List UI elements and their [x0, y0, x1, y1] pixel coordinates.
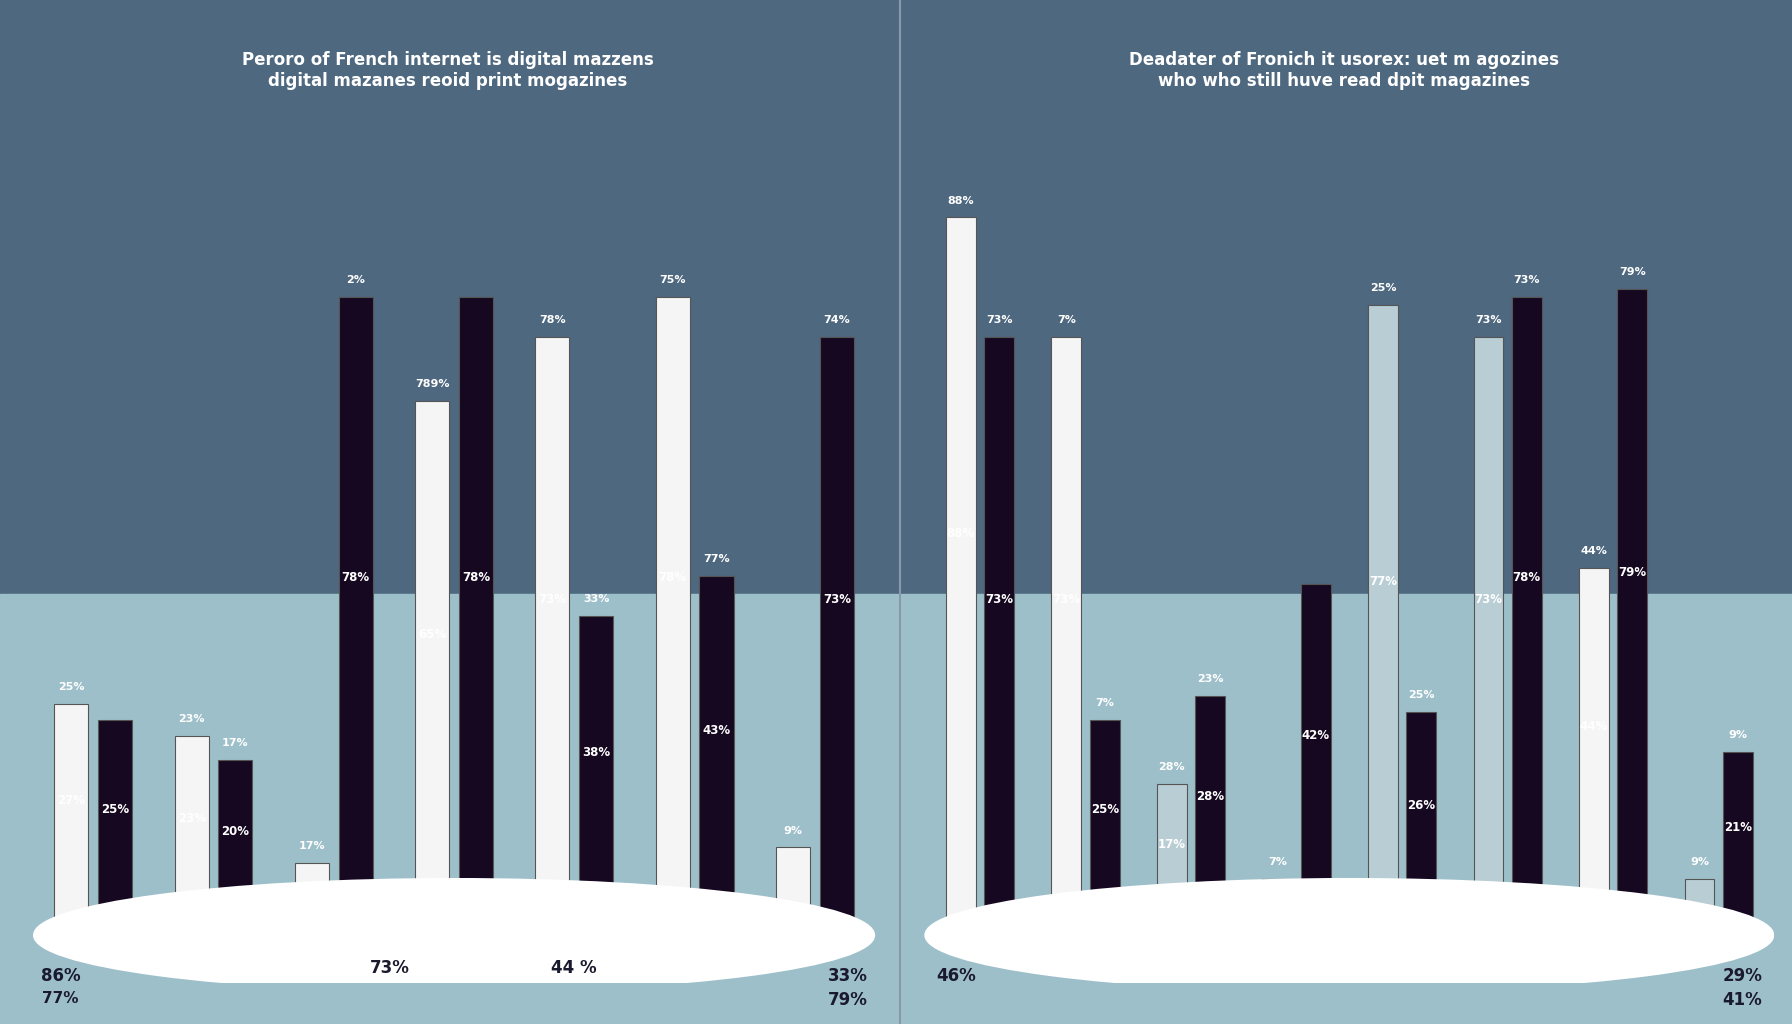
Bar — [1301, 585, 1331, 920]
Text: 21%: 21% — [1724, 820, 1753, 834]
Text: 78%: 78% — [1512, 570, 1541, 584]
Bar — [656, 297, 690, 920]
Text: 9%: 9% — [1690, 857, 1710, 867]
Text: 73%: 73% — [538, 593, 566, 605]
Text: 73%: 73% — [371, 959, 410, 977]
Text: 43%: 43% — [702, 724, 731, 737]
Text: 23%: 23% — [179, 714, 204, 724]
Text: 73%: 73% — [986, 593, 1012, 605]
Text: 73%: 73% — [1514, 275, 1539, 286]
Bar — [339, 297, 373, 920]
Bar — [984, 337, 1014, 920]
Bar — [174, 736, 208, 920]
Text: 7%: 7% — [1269, 857, 1287, 867]
Text: 44%: 44% — [1581, 720, 1607, 733]
Text: 73%: 73% — [1052, 593, 1081, 605]
Bar — [819, 337, 853, 920]
Text: 2%: 2% — [346, 275, 366, 286]
Bar — [579, 616, 613, 920]
Text: 25%: 25% — [100, 803, 129, 816]
Text: 46%: 46% — [937, 967, 977, 985]
Bar — [54, 703, 88, 920]
Bar — [1579, 568, 1609, 920]
Bar — [99, 720, 133, 920]
Text: Deadater of Fronich it usorex: uet m agozines
who who still huve read dpit magaz: Deadater of Fronich it usorex: uet m ago… — [1129, 51, 1559, 90]
Text: 29%: 29% — [1722, 967, 1762, 985]
Text: 27%: 27% — [57, 795, 86, 807]
Text: 38%: 38% — [582, 746, 611, 759]
Bar — [946, 217, 975, 920]
Text: 77%: 77% — [1369, 575, 1398, 588]
Text: 7%: 7% — [1095, 698, 1115, 708]
Text: 86%: 86% — [41, 967, 81, 985]
Text: 17%: 17% — [299, 842, 324, 852]
Text: 42%: 42% — [1301, 728, 1330, 741]
Bar — [536, 337, 570, 920]
Text: 79%: 79% — [1618, 566, 1647, 580]
Text: 25%: 25% — [1369, 284, 1396, 293]
Text: 77%: 77% — [43, 991, 79, 1006]
Text: 25%: 25% — [1091, 803, 1118, 816]
Text: 44 %: 44 % — [552, 959, 597, 977]
Bar — [1052, 337, 1081, 920]
Text: 79%: 79% — [828, 991, 867, 1009]
Bar — [1195, 696, 1226, 920]
Bar — [1367, 305, 1398, 920]
Text: 9%: 9% — [1727, 730, 1747, 739]
Bar — [219, 760, 253, 920]
Ellipse shape — [34, 880, 874, 991]
Bar — [699, 577, 733, 920]
Text: 23%: 23% — [177, 812, 206, 825]
Text: 33%: 33% — [582, 594, 609, 604]
Text: Peroro of French internet is digital mazzens
digital mazanes reoid print mogazin: Peroro of French internet is digital maz… — [242, 51, 654, 90]
Bar — [1407, 712, 1435, 920]
Text: 789%: 789% — [416, 379, 450, 389]
Text: 25%: 25% — [57, 682, 84, 692]
Text: 88%: 88% — [946, 526, 975, 540]
Text: 77%: 77% — [702, 554, 729, 564]
Text: 73%: 73% — [823, 593, 851, 605]
Text: 33%: 33% — [828, 967, 867, 985]
Text: 78%: 78% — [462, 570, 489, 584]
Text: 79%: 79% — [1618, 267, 1645, 278]
Bar — [1722, 752, 1753, 920]
Bar — [1262, 880, 1292, 920]
Text: 78%: 78% — [342, 570, 369, 584]
Bar — [1473, 337, 1503, 920]
Text: 75%: 75% — [659, 275, 686, 286]
Text: 73%: 73% — [1475, 593, 1502, 605]
Text: 65%: 65% — [418, 628, 446, 641]
Text: 7%: 7% — [1057, 315, 1075, 326]
Text: 78%: 78% — [659, 570, 686, 584]
Bar — [1090, 720, 1120, 920]
Text: 25%: 25% — [1409, 690, 1435, 700]
Bar — [1158, 783, 1186, 920]
Text: 44%: 44% — [1581, 547, 1607, 556]
Text: 20%: 20% — [222, 825, 249, 838]
Text: 28%: 28% — [1159, 762, 1185, 772]
Text: 23%: 23% — [1197, 674, 1224, 684]
Bar — [1512, 297, 1541, 920]
Text: 28%: 28% — [1197, 790, 1224, 803]
Text: 17%: 17% — [222, 737, 249, 748]
Text: 9%: 9% — [783, 825, 803, 836]
Text: 73%: 73% — [986, 315, 1012, 326]
Text: 88%: 88% — [948, 196, 975, 206]
Bar — [1684, 880, 1715, 920]
Bar — [459, 297, 493, 920]
Text: 17%: 17% — [1158, 839, 1186, 851]
Bar — [296, 863, 330, 920]
Text: 26%: 26% — [1407, 799, 1435, 812]
Text: 73%: 73% — [1475, 315, 1502, 326]
Text: 74%: 74% — [823, 315, 849, 326]
Ellipse shape — [926, 880, 1772, 991]
Text: 41%: 41% — [1722, 991, 1762, 1009]
Text: 78%: 78% — [539, 315, 566, 326]
Bar — [776, 848, 810, 920]
Bar — [416, 401, 450, 920]
Bar — [1618, 289, 1647, 920]
